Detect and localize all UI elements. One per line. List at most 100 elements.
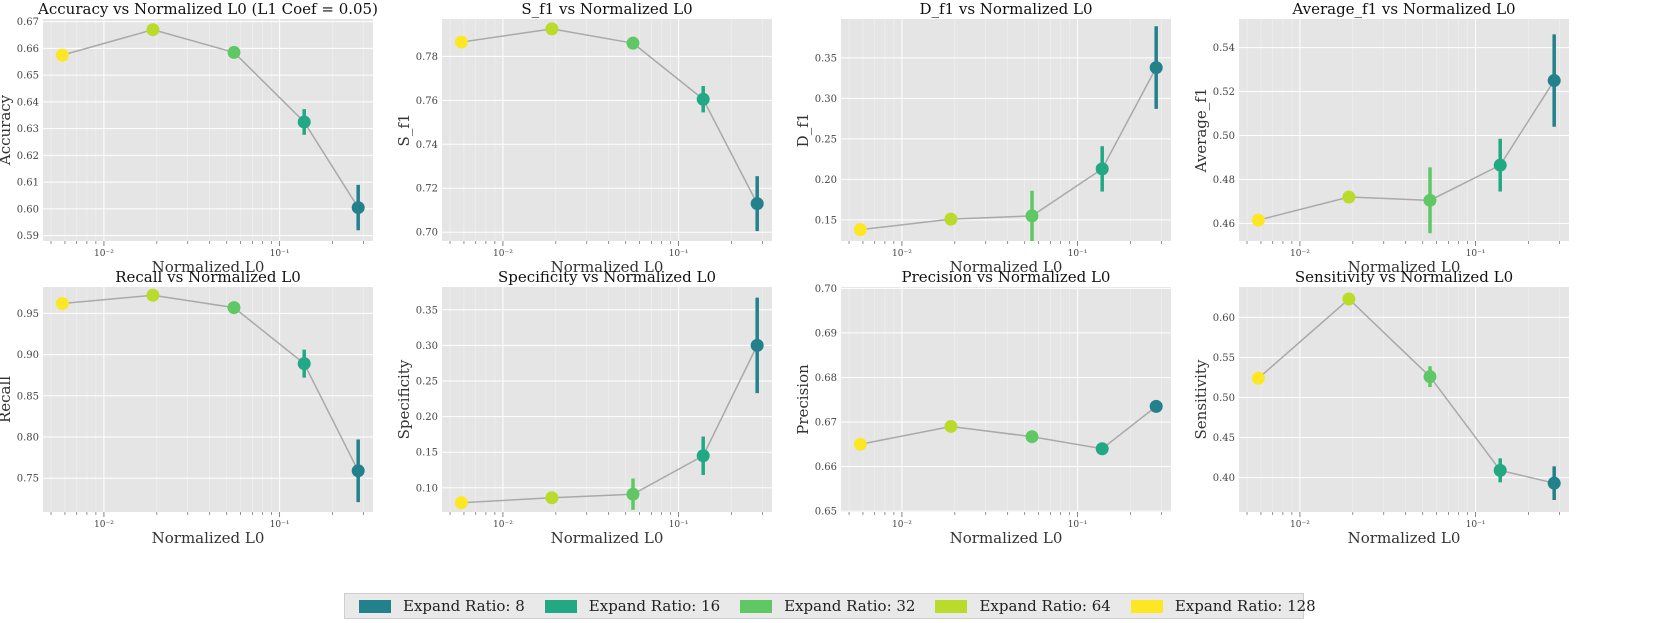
data-point: [1493, 158, 1507, 172]
y-tick-label: 0.40: [1213, 473, 1235, 484]
data-point: [1547, 74, 1561, 88]
plot-background: [442, 19, 772, 241]
x-tick-label: 10⁻¹: [270, 520, 290, 530]
y-tick-label: 0.70: [416, 228, 438, 239]
y-axis-label: Recall: [0, 376, 14, 423]
x-tick-label: 10⁻²: [892, 249, 912, 259]
data-point: [351, 201, 365, 215]
subplot-6: 10⁻² 10⁻¹ 0.65 0.66 0.67 0.68 0.69 0.70 Precisio…: [794, 268, 1171, 547]
data-point: [750, 197, 764, 211]
y-tick-label: 0.70: [815, 284, 837, 295]
x-tick-label: 10⁻¹: [669, 520, 689, 530]
figure-canvas: 10⁻² 10⁻¹ 0.59 0.60 0.61 0.62 0.63 0.64 0.65 0.66…: [0, 0, 1569, 547]
y-tick-label: 0.15: [416, 448, 438, 459]
data-point: [297, 357, 311, 371]
data-point: [626, 487, 640, 501]
data-point: [1547, 476, 1561, 490]
y-tick-label: 0.60: [17, 204, 39, 215]
data-point: [696, 92, 710, 106]
y-tick-label: 0.80: [17, 433, 39, 444]
subplot-3: 10⁻² 10⁻¹ 0.46 0.48 0.50 0.52 0.54 Average_f1 v…: [1192, 0, 1569, 276]
y-tick-label: 0.20: [815, 175, 837, 186]
data-point: [227, 301, 241, 315]
legend-label: Expand Ratio: 64: [979, 597, 1111, 615]
data-point: [944, 212, 958, 226]
legend: Expand Ratio: 8 Expand Ratio: 16 Expand Ra…: [344, 593, 1316, 619]
plot-title: Precision vs Normalized L0: [902, 268, 1111, 286]
y-tick-label: 0.65: [815, 507, 837, 518]
data-point: [1095, 162, 1109, 176]
y-tick-label: 0.66: [17, 44, 39, 55]
legend-item: Expand Ratio: 8: [359, 597, 525, 615]
legend-swatch: [359, 599, 391, 613]
subplot-4: 10⁻² 10⁻¹ 0.75 0.80 0.85 0.90 0.95 Recall vs No…: [0, 268, 373, 547]
data-point: [1342, 190, 1356, 204]
y-tick-label: 0.69: [815, 328, 837, 339]
y-axis-label: Specificity: [395, 359, 413, 439]
subplot-7: 10⁻² 10⁻¹ 0.40 0.45 0.50 0.55 0.60 Sensitivity …: [1192, 268, 1569, 547]
plot-background: [841, 19, 1171, 241]
y-tick-label: 0.48: [1213, 175, 1235, 186]
y-tick-label: 0.76: [416, 96, 438, 107]
y-tick-label: 0.10: [416, 483, 438, 494]
y-tick-label: 0.35: [815, 53, 837, 64]
y-tick-label: 0.55: [1213, 353, 1235, 364]
data-point: [1149, 61, 1163, 75]
data-point: [55, 296, 69, 310]
y-tick-label: 0.90: [17, 350, 39, 361]
data-point: [626, 36, 640, 50]
plot-title: Accuracy vs Normalized L0 (L1 Coef = 0.0…: [37, 0, 378, 18]
legend-item: Expand Ratio: 128: [1130, 597, 1316, 615]
data-point: [1025, 209, 1039, 223]
data-point: [227, 45, 241, 59]
y-tick-label: 0.78: [416, 52, 438, 63]
x-tick-label: 10⁻¹: [270, 249, 290, 259]
x-axis-label: Normalized L0: [1348, 258, 1461, 276]
y-tick-label: 0.61: [17, 178, 39, 189]
y-tick-label: 0.50: [1213, 393, 1235, 404]
y-tick-label: 0.64: [17, 97, 39, 108]
y-tick-label: 0.20: [416, 412, 438, 423]
data-point: [1025, 430, 1039, 444]
data-point: [454, 496, 468, 510]
subplot-5: 10⁻² 10⁻¹ 0.10 0.15 0.20 0.25 0.30 0.35 Specific…: [395, 268, 772, 547]
x-tick-label: 10⁻²: [94, 520, 114, 530]
x-tick-label: 10⁻²: [892, 520, 912, 530]
legend-swatch: [1130, 599, 1163, 613]
x-axis-label: Normalized L0: [950, 258, 1063, 276]
plot-title: Average_f1 vs Normalized L0: [1291, 0, 1515, 18]
y-tick-label: 0.50: [1213, 131, 1235, 142]
data-point: [1423, 370, 1437, 384]
y-tick-label: 0.85: [17, 391, 39, 402]
x-tick-label: 10⁻¹: [1466, 520, 1486, 530]
data-point: [1251, 213, 1265, 227]
legend-item: Expand Ratio: 32: [740, 597, 915, 615]
legend-label: Expand Ratio: 32: [784, 597, 916, 615]
plot-title: Recall vs Normalized L0: [115, 268, 301, 286]
data-point: [853, 223, 867, 237]
y-tick-label: 0.72: [416, 184, 438, 195]
data-point: [696, 449, 710, 463]
y-tick-label: 0.52: [1213, 87, 1235, 98]
data-point: [146, 23, 160, 37]
y-tick-label: 0.95: [17, 309, 39, 320]
x-tick-label: 10⁻¹: [669, 249, 689, 259]
y-axis-label: Precision: [794, 364, 812, 435]
legend-swatch: [935, 599, 968, 613]
data-point: [545, 491, 559, 505]
y-tick-label: 0.63: [17, 124, 39, 135]
x-axis-label: Normalized L0: [152, 529, 265, 547]
data-point: [55, 48, 69, 62]
x-tick-label: 10⁻¹: [1466, 249, 1486, 259]
plot-background: [1239, 19, 1569, 241]
data-point: [1493, 463, 1507, 477]
data-point: [454, 35, 468, 49]
y-tick-label: 0.67: [17, 17, 39, 28]
legend-item: Expand Ratio: 16: [544, 597, 721, 615]
subplot-1: 10⁻² 10⁻¹ 0.70 0.72 0.74 0.76 0.78 S_f1 vs Norm…: [395, 0, 772, 276]
plot-title: S_f1 vs Normalized L0: [521, 0, 692, 18]
legend-label: Expand Ratio: 16: [588, 597, 721, 615]
x-axis-label: Normalized L0: [551, 529, 664, 547]
data-point: [545, 22, 559, 36]
x-tick-label: 10⁻²: [1290, 249, 1310, 259]
